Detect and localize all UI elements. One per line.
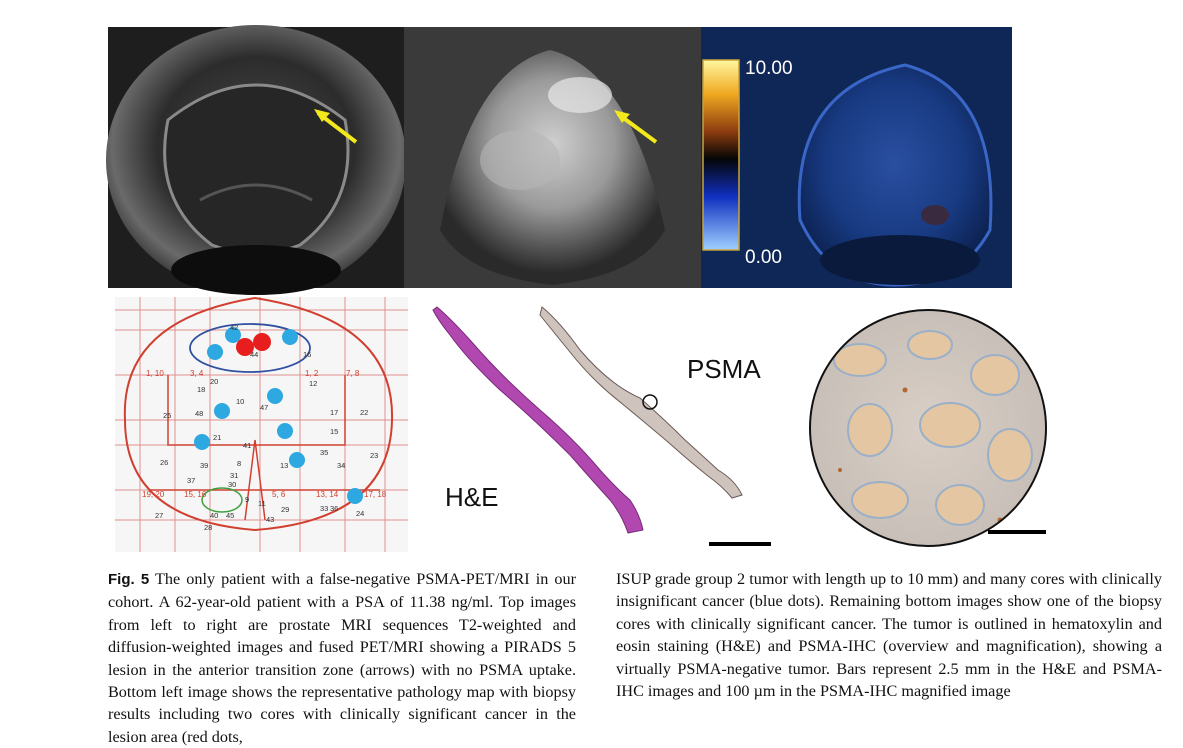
he-label: H&E (445, 482, 498, 512)
core-number: 30 (228, 480, 236, 489)
core-number: 12 (309, 379, 317, 388)
psma-ihc-biopsy-core (539, 306, 743, 499)
magnification-circle-icon (642, 394, 658, 410)
core-number: 18 (197, 385, 205, 394)
core-number: 28 (204, 523, 212, 532)
core-number: 29 (281, 505, 289, 514)
core-number: 39 (200, 461, 208, 470)
grid-label: 17, 18 (364, 490, 387, 499)
core-number: 23 (370, 451, 378, 460)
grid-label: 15, 16 (184, 490, 207, 499)
core-number: 25 (163, 411, 171, 420)
core-number: 11 (258, 499, 266, 508)
core-number: 41 (243, 441, 251, 450)
grid-label: 13, 14 (316, 490, 339, 499)
core-number: 40 (210, 511, 218, 520)
figure-5: 10.00 0.00 1, 10 3, (106, 25, 1047, 552)
core-number: 22 (360, 408, 368, 417)
core-number: 16 (303, 350, 311, 359)
core-number: 8 (237, 459, 241, 468)
core-number: 20 (210, 377, 218, 386)
core-number: 31 (230, 471, 238, 480)
grid-label: 19, 20 (142, 490, 165, 499)
core-number: 42 (230, 323, 238, 332)
core-number: 47 (260, 403, 268, 412)
grid-label: 5, 6 (272, 490, 286, 499)
psma-label: PSMA (687, 354, 761, 384)
core-number: 27 (155, 511, 163, 520)
caption-right-column: ISUP grade group 2 tumor with length up … (616, 568, 1162, 702)
t2-weighted-mri-image (106, 25, 406, 295)
core-number: 17 (330, 408, 338, 417)
core-number: 10 (236, 397, 244, 406)
core-number: 21 (213, 433, 221, 442)
core-number: 34 (337, 461, 345, 470)
core-number: 37 (187, 476, 195, 485)
core-number: 35 (320, 448, 328, 457)
colorbar-min-label: 0.00 (745, 247, 782, 268)
core-number: 26 (160, 458, 168, 467)
core-number: 48 (195, 409, 203, 418)
grid-label: 1, 10 (146, 369, 164, 378)
core-number: 33 (320, 504, 328, 513)
core-number: 24 (356, 509, 364, 518)
core-number: 43 (266, 515, 274, 524)
grid-label: 1, 2 (305, 369, 319, 378)
core-number: 15 (330, 427, 338, 436)
caption-text-left: The only patient with a false-negative P… (108, 570, 576, 746)
psma-ihc-magnified-image (809, 309, 1047, 547)
pet-colorbar: 10.00 0.00 (702, 58, 793, 268)
he-stained-biopsy-core (432, 306, 644, 534)
fused-pet-mri-image (701, 27, 1012, 288)
core-number: 44 (250, 350, 258, 359)
core-number: 13 (280, 461, 288, 470)
core-number: 45 (226, 511, 234, 520)
pathology-map: 1, 10 3, 4 1, 2 7, 8 19, 20 15, 16 5, 6 … (115, 296, 408, 552)
grid-label: 7, 8 (346, 369, 360, 378)
figure-label: Fig. 5 (108, 571, 150, 588)
core-number: 36 (330, 504, 338, 513)
grid-label: 3, 4 (190, 369, 204, 378)
core-number: 9 (245, 495, 249, 504)
diffusion-weighted-mri-image (404, 27, 701, 288)
colorbar-max-label: 10.00 (745, 58, 793, 79)
caption-left-column: Fig. 5 The only patient with a false-neg… (108, 568, 576, 748)
caption-text-right: ISUP grade group 2 tumor with length up … (616, 570, 1162, 701)
